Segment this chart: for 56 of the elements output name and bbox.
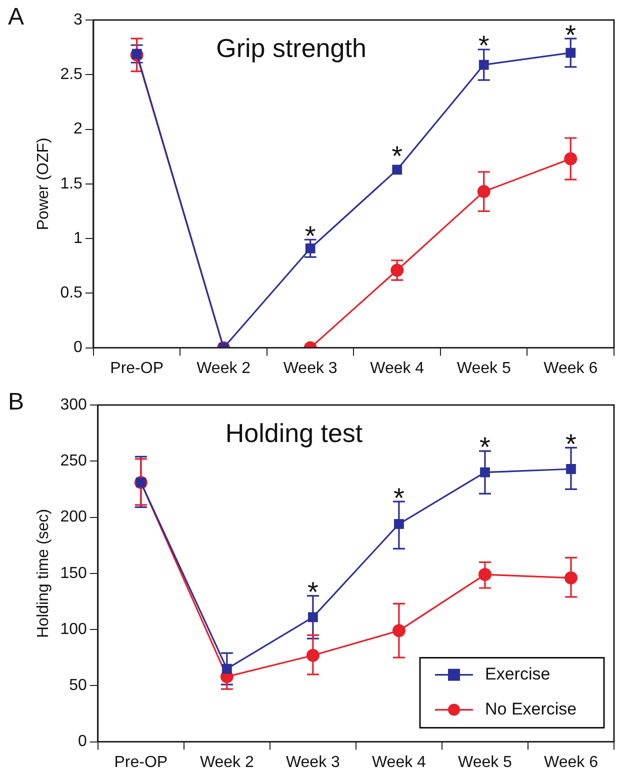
text: B: [8, 388, 24, 416]
data-label: *: [304, 220, 316, 252]
legend-label: Exercise: [485, 664, 550, 684]
y-tick-label: 150: [60, 564, 87, 582]
data-label: *: [392, 140, 403, 172]
data-label: *: [565, 19, 576, 50]
text: Grip strength: [216, 33, 366, 64]
y-axis-title: Holding time (sec): [35, 508, 52, 638]
data-label: *: [480, 432, 491, 463]
x-tick-label: Week 4: [370, 360, 424, 377]
data-label: *: [307, 576, 318, 608]
y-axis-title: Power (OZF): [35, 138, 52, 230]
x-tick-label: Pre-OP: [114, 754, 168, 771]
y-tick-label: 1: [74, 230, 83, 247]
point: [566, 464, 576, 474]
point: [306, 648, 320, 662]
x-tick-label: Week 5: [456, 360, 511, 377]
legend-label: No Exercise: [485, 699, 577, 718]
point: [392, 624, 406, 638]
point: [478, 568, 492, 582]
y-tick-label: 0: [78, 733, 87, 750]
point: [394, 519, 404, 529]
point: [478, 60, 489, 70]
x-tick-label: Pre-OP: [110, 360, 164, 377]
text: A: [8, 4, 24, 31]
x-tick-label: Week 5: [458, 754, 512, 771]
y-tick-label: 0.5: [60, 284, 83, 302]
y-tick-label: 3: [74, 11, 83, 28]
x-tick-label: Week 3: [286, 754, 340, 771]
y-tick-label: 0: [74, 339, 83, 356]
data-label: *: [478, 30, 490, 62]
x-tick-label: Week 6: [544, 360, 598, 377]
y-tick-label: 250: [60, 452, 87, 470]
y-tick-label: 2.5: [60, 66, 83, 84]
y-tick-label: 2: [74, 120, 83, 138]
data-label: *: [394, 482, 405, 514]
point: [308, 612, 318, 622]
y-tick-label: 200: [60, 508, 87, 526]
x-tick-label: Week 6: [544, 754, 598, 771]
y-tick-label: 300: [60, 396, 87, 414]
text: Holding test: [225, 418, 364, 448]
point: [222, 664, 232, 674]
point: [392, 164, 402, 175]
point: [480, 467, 490, 478]
x-tick-label: Week 3: [283, 360, 338, 377]
point: [564, 152, 578, 166]
point: [477, 185, 490, 198]
y-tick-label: 100: [60, 620, 87, 638]
y-tick-label: 50: [69, 677, 87, 694]
data-label: *: [566, 428, 577, 460]
x-tick-label: Week 2: [200, 754, 254, 771]
x-tick-label: Week 4: [372, 754, 426, 771]
point: [566, 48, 576, 58]
x-tick-label: Week 2: [196, 360, 251, 377]
y-tick-label: 1.5: [60, 175, 83, 192]
point: [564, 571, 578, 584]
